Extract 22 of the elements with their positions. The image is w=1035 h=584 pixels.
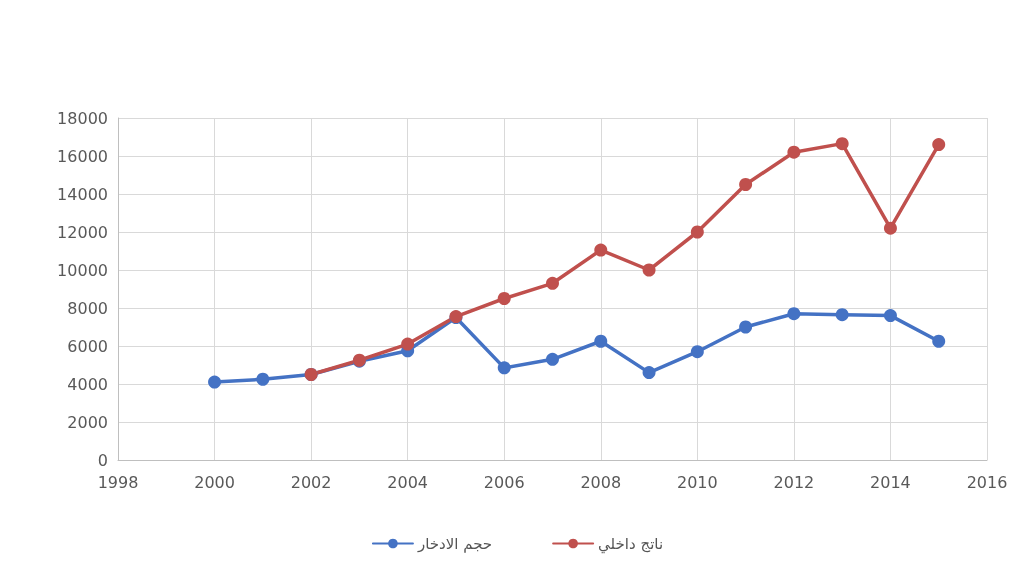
x-tick-label: 2004 — [387, 472, 429, 492]
x-tick-label: 2008 — [580, 472, 622, 492]
x-tick-label: 2010 — [676, 472, 718, 492]
y-tick-label: 16000 — [57, 146, 108, 166]
legend-label: حجم الادخار — [416, 534, 493, 553]
y-tick-label: 14000 — [57, 184, 108, 204]
x-tick-label: 2012 — [773, 472, 815, 492]
y-tick-label: 4000 — [67, 374, 108, 394]
x-tick-label: 2002 — [290, 472, 332, 492]
y-tick-label: 0 — [97, 450, 108, 470]
x-tick-label: 2000 — [194, 472, 235, 492]
y-tick-label: 8000 — [67, 298, 108, 318]
y-tick-label: 18000 — [57, 108, 108, 128]
y-tick-label: 6000 — [67, 336, 108, 356]
x-tick-label: 1998 — [97, 472, 139, 492]
x-tick-label: 2014 — [870, 472, 911, 492]
y-tick-label: 2000 — [67, 412, 108, 432]
x-tick-label: 2006 — [483, 472, 525, 492]
legend-label: ناتج داخلي — [598, 534, 664, 554]
y-tick-label: 10000 — [57, 260, 108, 280]
y-tick-label: 12000 — [57, 222, 108, 242]
x-tick-label: 2016 — [966, 472, 1008, 492]
